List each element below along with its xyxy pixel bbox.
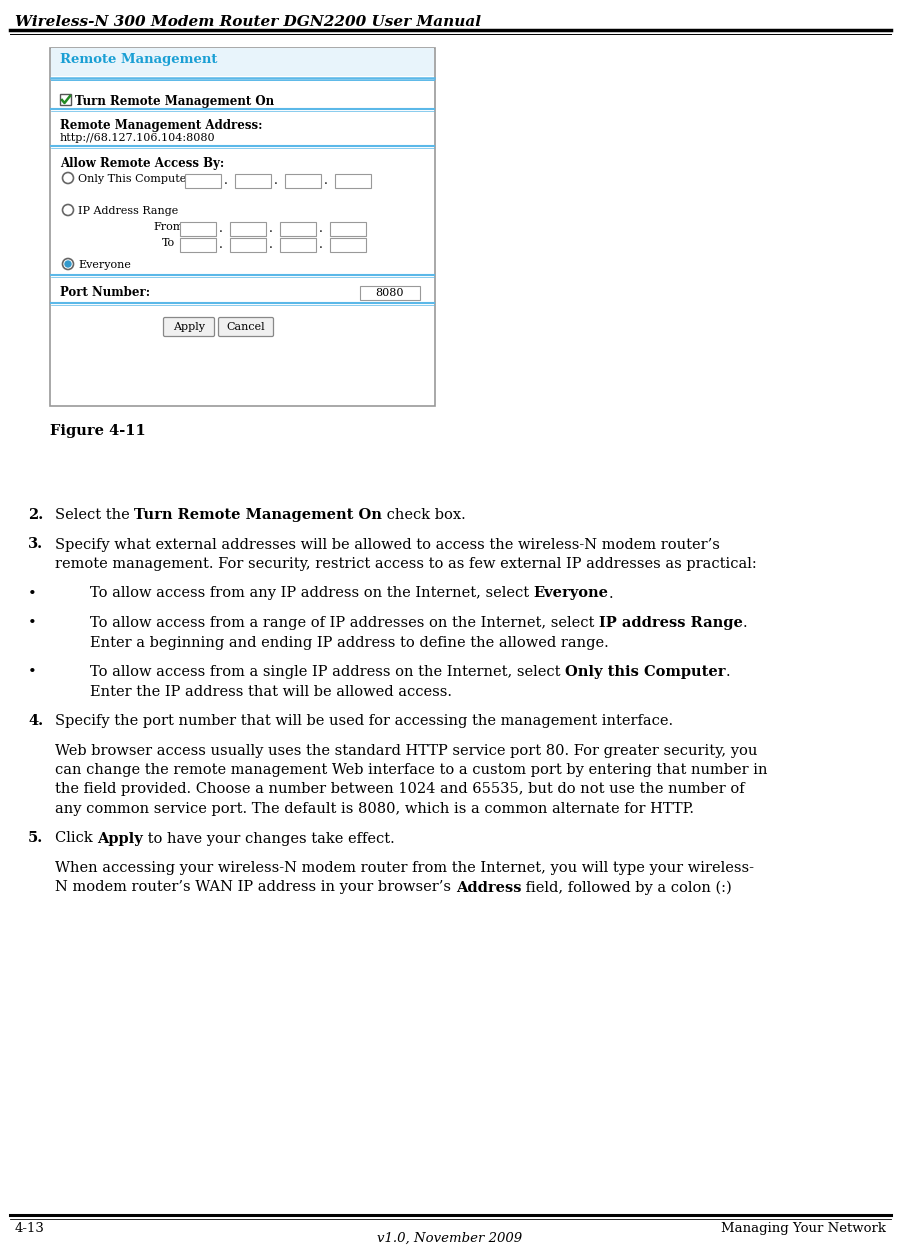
Text: To allow access from a single IP address on the Internet, select: To allow access from a single IP address… [90,665,565,679]
Text: Enter the IP address that will be allowed access.: Enter the IP address that will be allowe… [90,684,452,699]
Text: Click: Click [55,831,97,846]
Text: .: . [609,587,614,601]
Text: Only This Computer:: Only This Computer: [78,174,196,184]
Text: Remote Management: Remote Management [60,54,217,66]
Text: the field provided. Choose a number between 1024 and 65535, but do not use the n: the field provided. Choose a number betw… [55,782,744,796]
Text: IP Address Range: IP Address Range [78,206,178,216]
Bar [185,174,221,188]
Text: Specify what external addresses will be allowed to access the wireless-N modem r: Specify what external addresses will be … [55,537,720,552]
Text: .: . [274,174,278,187]
Text: Enter a beginning and ending IP address to define the allowed range.: Enter a beginning and ending IP address … [90,635,609,649]
Text: 8080: 8080 [376,288,405,298]
FancyBboxPatch shape [219,318,274,336]
Bar [235,174,271,188]
Text: Specify the port number that will be used for accessing the management interface: Specify the port number that will be use… [55,714,673,728]
Bar [335,174,371,188]
Text: N modem router’s WAN IP address in your browser’s: N modem router’s WAN IP address in your … [55,881,456,895]
Text: .: . [269,223,273,235]
Bar [280,222,316,235]
Text: Apply: Apply [97,831,143,846]
Text: To: To [162,238,175,248]
Text: to have your changes take effect.: to have your changes take effect. [143,831,395,846]
Text: •: • [28,587,37,601]
Text: .: . [324,174,328,187]
Bar [230,238,266,252]
Text: 4-13: 4-13 [15,1222,45,1235]
Text: When accessing your wireless-N modem router from the Internet, you will type you: When accessing your wireless-N modem rou… [55,861,754,875]
Bar [50,49,435,406]
FancyBboxPatch shape [163,318,214,336]
Text: Everyone: Everyone [533,587,609,601]
Text: field, followed by a colon (:): field, followed by a colon (:) [521,881,732,895]
Text: IP address Range: IP address Range [599,616,743,630]
Bar [230,222,266,235]
Text: check box.: check box. [382,508,466,522]
Text: 2.: 2. [28,508,43,522]
Text: remote management. For security, restrict access to as few external IP addresses: remote management. For security, restric… [55,557,757,571]
Bar [330,238,366,252]
Text: Port Number:: Port Number: [60,287,150,299]
Text: Apply: Apply [173,321,205,331]
Text: Turn Remote Management On: Turn Remote Management On [134,508,382,522]
Text: any common service port. The default is 8080, which is a common alternate for HT: any common service port. The default is … [55,802,694,816]
Text: .: . [319,238,323,252]
Text: .: . [743,616,748,630]
Text: v1.0, November 2009: v1.0, November 2009 [378,1232,523,1245]
Text: can change the remote management Web interface to a custom port by entering that: can change the remote management Web int… [55,763,768,778]
Text: Turn Remote Management On: Turn Remote Management On [75,95,274,108]
Text: .: . [725,665,730,679]
Bar [280,238,316,252]
Text: •: • [28,665,37,679]
Text: .: . [224,174,228,187]
Text: http://68.127.106.104:8080: http://68.127.106.104:8080 [60,133,215,143]
Bar [180,238,216,252]
Text: .: . [219,223,223,235]
Text: Only this Computer: Only this Computer [565,665,725,679]
Text: •: • [28,616,37,630]
Bar [285,174,321,188]
Text: To allow access from any IP address on the Internet, select: To allow access from any IP address on t… [90,587,533,601]
Text: 3.: 3. [28,537,43,552]
Text: 4.: 4. [28,714,43,728]
Text: Select the: Select the [55,508,134,522]
Bar [330,222,366,235]
Bar [360,287,420,300]
Text: .: . [219,238,223,252]
Text: 5.: 5. [28,831,43,846]
Text: To allow access from a range of IP addresses on the Internet, select: To allow access from a range of IP addre… [90,616,599,630]
Circle shape [65,260,71,267]
Text: Web browser access usually uses the standard HTTP service port 80. For greater s: Web browser access usually uses the stan… [55,744,758,758]
Bar [180,222,216,235]
Text: Address: Address [456,881,521,895]
Text: .: . [319,223,323,235]
Text: From: From [153,222,184,232]
Text: Managing Your Network: Managing Your Network [721,1222,886,1235]
Text: .: . [269,238,273,252]
Bar [60,93,71,105]
Text: Wireless-N 300 Modem Router DGN2200 User Manual: Wireless-N 300 Modem Router DGN2200 User… [15,15,481,29]
Text: Allow Remote Access By:: Allow Remote Access By: [60,157,224,169]
Bar [51,49,434,76]
Text: Figure 4-11: Figure 4-11 [50,424,146,439]
Text: Remote Management Address:: Remote Management Address: [60,120,262,132]
Text: Cancel: Cancel [227,321,265,331]
Text: Everyone: Everyone [78,260,131,270]
